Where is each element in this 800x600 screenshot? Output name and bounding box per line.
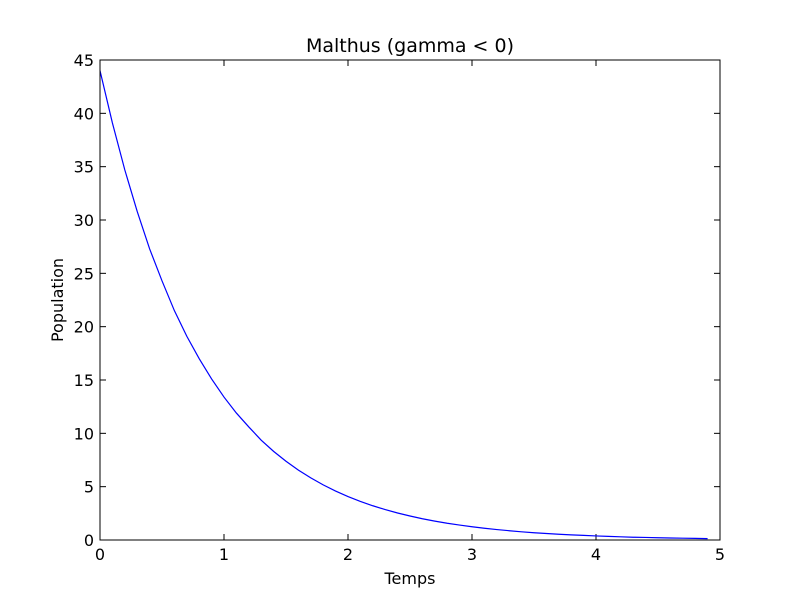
plot-frame [99,59,721,541]
x-tick-label: 1 [219,545,229,564]
series-group [99,70,708,540]
y-axis-label: Population [48,258,67,342]
x-tick-label: 0 [95,545,105,564]
y-tick-label: 0 [84,531,94,550]
chart-title: Malthus (gamma < 0) [306,35,514,57]
y-tick-label: 25 [74,264,94,283]
series-line [99,70,708,540]
y-tick-label: 10 [74,424,94,443]
y-tick-label: 15 [74,371,94,390]
y-tick-label: 30 [74,211,94,230]
x-tick-label: 3 [467,545,477,564]
y-tick-label: 40 [74,104,94,123]
plot-area [100,60,720,540]
x-tick-label: 2 [343,545,353,564]
x-tick-label: 4 [591,545,601,564]
y-tick-label: 20 [74,318,94,337]
y-tick-label: 45 [74,51,94,70]
y-tick-label: 35 [74,158,94,177]
x-axis-label: Temps [384,569,436,588]
y-tick-label: 5 [84,478,94,497]
x-tick-label: 5 [715,545,725,564]
